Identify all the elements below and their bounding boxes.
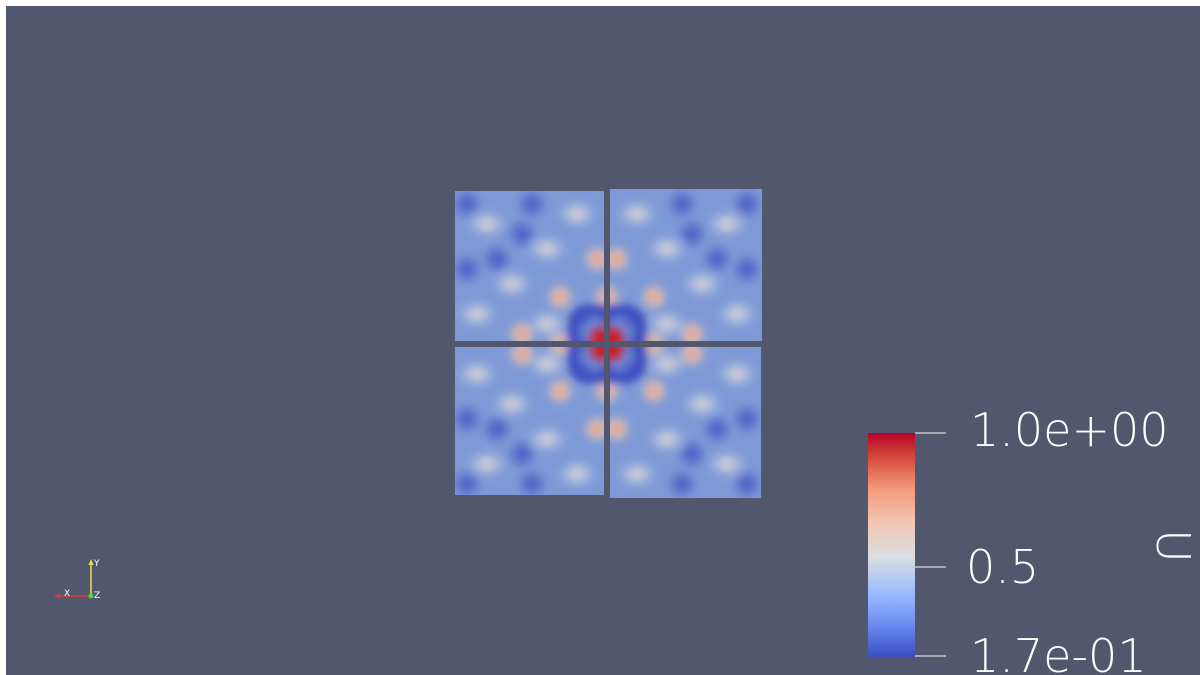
field-pattern [610, 347, 761, 498]
axis-x-arrow [54, 593, 60, 599]
axis-y-label: Y [94, 559, 100, 569]
orientation-axes [54, 559, 94, 599]
mesh-quadrant-top-left [455, 191, 604, 341]
scalar-bar-max-label: 1.0e+00 [970, 403, 1169, 457]
axis-x-label: X [64, 589, 71, 599]
axis-y-arrow [88, 559, 94, 565]
axis-z-dot [88, 593, 94, 599]
scalar-bar-gradient [868, 433, 915, 657]
mesh-quadrant-bottom-left [455, 347, 604, 495]
scalar-bar-min-label: 1.7e-01 [970, 629, 1147, 675]
field-pattern [610, 189, 762, 341]
mesh-quadrant-top-right [610, 189, 762, 341]
axis-z-label: Z [94, 591, 101, 601]
field-pattern [455, 347, 604, 495]
mesh-quadrant-bottom-right [610, 347, 761, 498]
render-viewport[interactable]: 1.0e+00 0.5 1.7e-01 U X Y Z [6, 6, 1200, 675]
render-canvas[interactable] [6, 6, 1200, 675]
field-pattern [455, 191, 604, 341]
scalar-bar-mid-label: 0.5 [966, 540, 1040, 594]
scalar-bar-title: U [1145, 529, 1200, 563]
